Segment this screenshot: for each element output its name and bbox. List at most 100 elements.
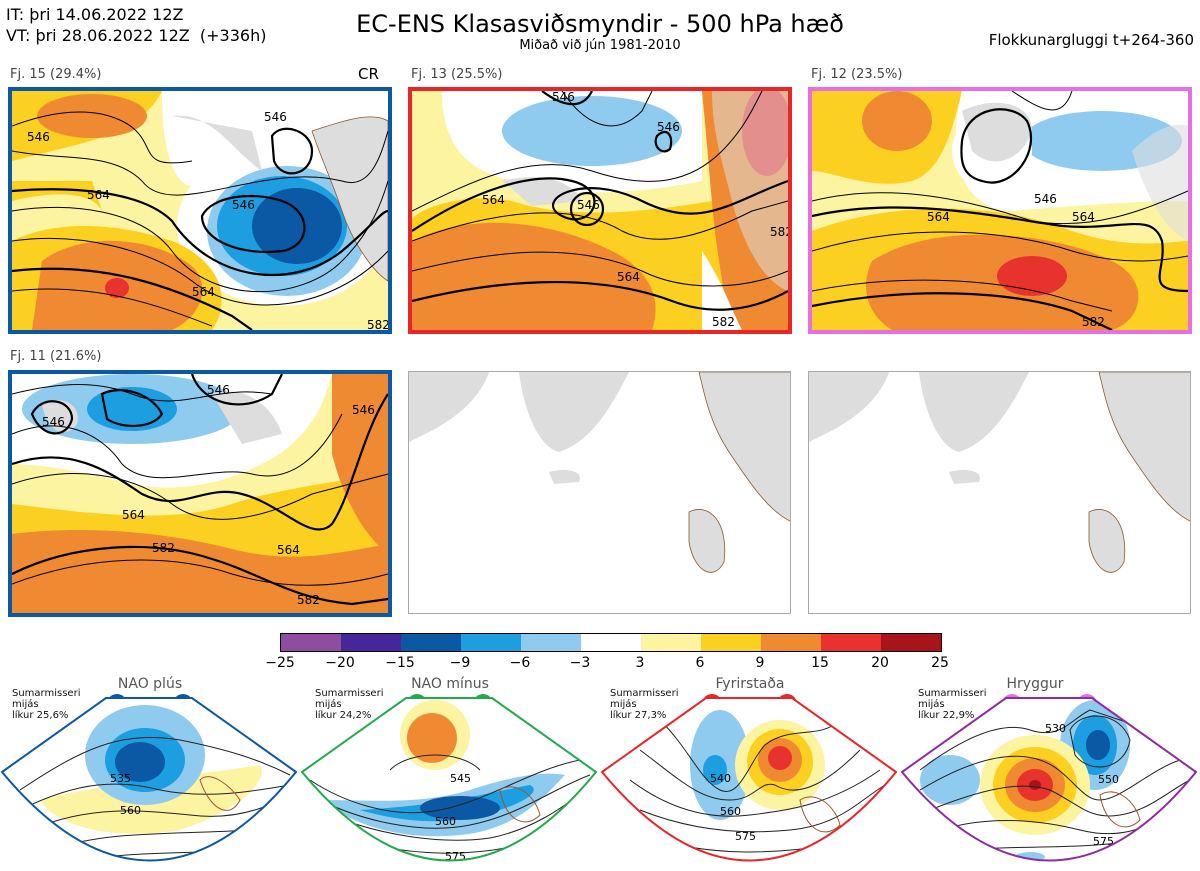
regime-probability: líkur 22,9% — [918, 710, 975, 721]
regime-anomaly-core — [420, 796, 500, 820]
contour-label: 564 — [87, 188, 110, 202]
cluster-tag-cr: CR — [358, 65, 379, 83]
empty-map-6 — [808, 371, 1191, 614]
contour-line — [412, 200, 788, 242]
regime-contour-label: 545 — [450, 772, 471, 785]
regime-contour-label: 575 — [735, 830, 756, 843]
land-greenland — [519, 372, 629, 452]
contour-label: 546 — [232, 198, 255, 212]
contour-line — [12, 559, 388, 586]
colorbar-swatch — [341, 634, 401, 651]
contour-label: 582 — [770, 225, 788, 239]
contour-label: 546 — [657, 120, 680, 134]
regime-contour-label: 575 — [445, 850, 466, 863]
cluster-map-3: 546 564 564 582 — [808, 87, 1192, 334]
colorbar — [280, 633, 942, 652]
contour-546-north — [541, 91, 593, 106]
contour-line — [12, 413, 343, 479]
regime-contour — [639, 784, 886, 833]
regime-contour-label: 550 — [1098, 773, 1119, 786]
cluster-label-3: Fj. 12 (23.5%) — [811, 67, 903, 82]
contour-546-closed — [30, 400, 74, 435]
regime-contour-label: 535 — [110, 772, 131, 785]
colorbar-swatch — [761, 634, 821, 651]
regime-contour-label: 560 — [720, 805, 741, 818]
regime-name-3: Fyrirstaða — [715, 676, 785, 692]
regime-contour — [29, 799, 281, 831]
contour-546-closed — [100, 389, 164, 428]
regime-probability: líkur 27,3% — [610, 710, 667, 721]
regime-contour — [929, 779, 1191, 817]
contour-line — [12, 384, 273, 402]
contour-label: 582 — [367, 318, 388, 330]
contour-546-small — [270, 127, 314, 175]
land-greenland — [962, 102, 1032, 162]
contour-line — [12, 288, 213, 327]
regime-info-2: Sumarmisseri mijás líkur 24,2% — [315, 688, 383, 721]
colorbar-swatch — [281, 634, 341, 651]
contour-label: 564 — [617, 270, 640, 284]
regime-season: Sumarmisseri — [12, 688, 81, 699]
regime-contour — [639, 749, 861, 801]
land-iceland — [549, 470, 580, 484]
colorbar-tick: −15 — [385, 655, 415, 671]
land-iceland — [502, 177, 582, 206]
land-greenland — [172, 115, 262, 171]
land-iceland — [949, 470, 980, 484]
regime-frame — [600, 697, 898, 862]
colorbar-tick: −20 — [325, 655, 355, 671]
regime-contour-label: 540 — [710, 772, 731, 785]
classification-window: Flokkunargluggi t+264-360 — [988, 31, 1194, 49]
cluster-label-4: Fj. 11 (21.6%) — [10, 349, 102, 364]
regime-info-3: Sumarmisseri mijás líkur 27,3% — [610, 688, 678, 721]
regime-mid: mijás — [918, 699, 945, 710]
contour-label: 582 — [712, 315, 735, 329]
anomaly-warm-nw — [862, 91, 932, 151]
regime-probability: líkur 24,2% — [315, 710, 372, 721]
regime-contour-label: 560 — [120, 804, 141, 817]
regime-mid: mijás — [610, 699, 637, 710]
contour-line — [12, 130, 388, 196]
regime-contour — [659, 719, 841, 793]
contour-label: 582 — [297, 593, 320, 607]
contour-582 — [412, 280, 788, 311]
contour-line — [812, 190, 1188, 225]
colorbar-swatch — [401, 634, 461, 651]
contour-582 — [12, 267, 253, 330]
regime-coastline — [799, 796, 841, 833]
empty-map-5-svg — [409, 372, 790, 613]
contour-line — [12, 111, 193, 164]
contour-line — [412, 251, 788, 287]
anomaly-warm-west — [12, 181, 102, 211]
anomaly-cool — [502, 96, 682, 166]
land-scandinavia — [311, 116, 388, 282]
contour-564 — [412, 177, 788, 232]
cluster-map-1-svg: 546 546 564 564 546 582 — [12, 91, 388, 330]
init-time: IT: þri 14.06.2022 12Z — [6, 5, 184, 24]
contour-label: 564 — [122, 508, 145, 522]
regime-anomaly-cool-west — [920, 755, 980, 805]
anomaly-warm-south — [412, 222, 656, 330]
colorbar-swatch — [701, 634, 761, 651]
contour-546-closed — [200, 194, 306, 253]
contour-label: 546 — [264, 110, 287, 124]
regime-contour — [19, 737, 291, 791]
regime-coastline — [499, 786, 541, 823]
regime-anomaly-hot — [768, 746, 792, 770]
contour-564 — [12, 188, 388, 277]
regime-frame — [900, 697, 1198, 862]
regime-name-1: NAO plús — [117, 676, 183, 692]
cluster-map-2-svg: 546 546 546 564 564 582 582 — [412, 91, 788, 330]
contour-line — [12, 237, 388, 306]
colorbar-tick: 3 — [635, 655, 645, 671]
colorbar-swatch — [521, 634, 581, 651]
colorbar-tick: 6 — [695, 655, 705, 671]
regime-anomaly-peak — [1029, 780, 1041, 790]
contour-line — [812, 279, 1113, 312]
regime-anomaly-warm — [407, 713, 457, 763]
regime-anomaly-core — [115, 742, 165, 782]
contour-582 — [812, 292, 1113, 330]
contour-label: 546 — [207, 383, 230, 397]
regime-contour — [1069, 715, 1131, 768]
colorbar-tick: 25 — [931, 655, 949, 671]
